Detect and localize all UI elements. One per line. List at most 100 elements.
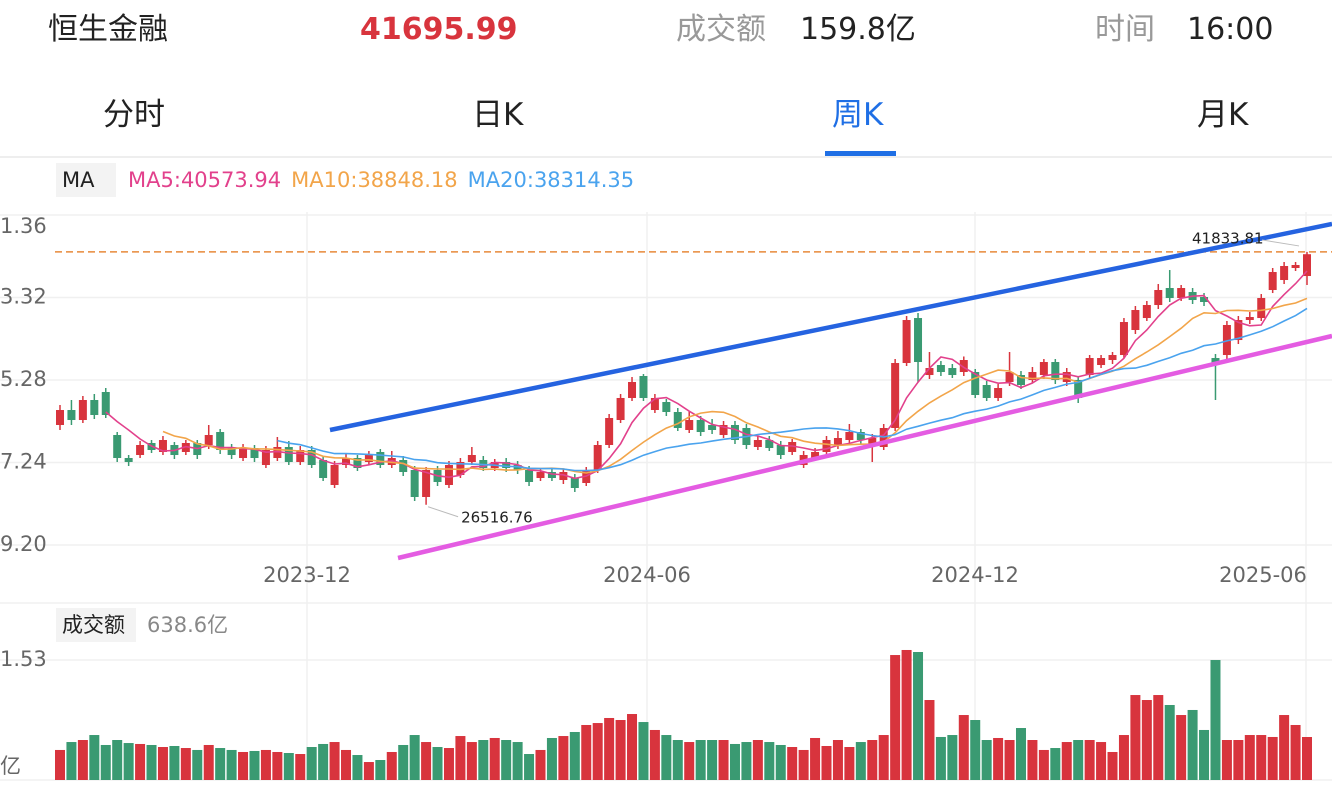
- candle-body: [959, 360, 968, 373]
- volume-bar: [1084, 740, 1095, 780]
- volume-bar: [1096, 742, 1107, 780]
- volume-bar: [901, 649, 912, 780]
- volume-bar: [993, 737, 1004, 780]
- candle-body: [822, 439, 831, 452]
- lower-trend-line: [397, 333, 1332, 561]
- volume-bar: [718, 740, 729, 780]
- volume-bar: [135, 743, 146, 780]
- volume-bar: [1118, 735, 1129, 780]
- candle-body: [296, 450, 305, 463]
- volume-bar: [260, 749, 271, 780]
- volume-bar: [455, 736, 466, 780]
- volume-bar: [1290, 724, 1301, 780]
- y-tick-label: 1.36: [0, 214, 47, 238]
- candle-body: [708, 424, 717, 430]
- volume-bar: [764, 742, 775, 780]
- volume-bar: [707, 740, 718, 780]
- candle-body: [593, 445, 602, 471]
- volume-bar: [935, 736, 946, 780]
- candle-body: [113, 434, 122, 459]
- volume-bar: [238, 751, 249, 780]
- candle-body: [776, 445, 785, 456]
- x-tick-label: 2023-12: [263, 563, 351, 587]
- candle-body: [1062, 372, 1071, 382]
- volume-bar: [844, 747, 855, 780]
- candle-body: [1165, 288, 1174, 299]
- x-tick-label: 2025-06: [1219, 563, 1307, 587]
- candle-body: [811, 451, 820, 459]
- volume-bar: [1199, 729, 1210, 780]
- y-tick-label: 5.28: [0, 367, 47, 391]
- volume-bar: [1027, 740, 1038, 780]
- candle-body: [1245, 317, 1254, 321]
- candle-body: [422, 470, 431, 497]
- turnover-value: 159.8亿: [800, 12, 916, 47]
- annotation-leader: [427, 506, 459, 518]
- volume-bar: [1221, 740, 1232, 780]
- candle-body: [662, 402, 671, 413]
- turnover-label: 成交额: [676, 12, 766, 47]
- volume-bar: [272, 751, 283, 780]
- indicator-box: [56, 163, 116, 197]
- volume-bar: [810, 737, 821, 780]
- volume-bar: [363, 762, 374, 780]
- candle-body: [525, 470, 534, 482]
- ma-line: [105, 270, 1308, 480]
- volume-bar: [1153, 695, 1164, 780]
- candle-body: [914, 318, 923, 363]
- candle-body: [273, 446, 282, 459]
- volume-tick-label: 亿: [0, 754, 21, 778]
- candle-body: [124, 458, 133, 463]
- candle-body: [696, 420, 705, 433]
- tab[interactable]: 日K: [472, 97, 524, 133]
- volume-bar: [695, 740, 706, 780]
- indicator-label: MA: [62, 168, 95, 192]
- ma-separator: :: [350, 168, 357, 192]
- volume-bar: [375, 760, 386, 780]
- volume-bar: [890, 655, 901, 780]
- volume-bar: [546, 737, 557, 780]
- candle-body: [1142, 305, 1151, 319]
- ma-legend: MA5:40573.94: [128, 168, 281, 192]
- tab[interactable]: 分时: [103, 97, 165, 133]
- candle-body: [925, 368, 934, 376]
- volume-bar: [1004, 740, 1015, 780]
- candle-body: [559, 472, 568, 480]
- volume-bar: [787, 747, 798, 780]
- tab[interactable]: 周K: [832, 97, 884, 133]
- candle-body: [1177, 288, 1186, 299]
- index-name: 恒生金融: [48, 12, 168, 47]
- volume-bar: [524, 754, 535, 780]
- ma-value: 40573.94: [181, 168, 281, 192]
- volume-bar: [558, 736, 569, 780]
- volume-bar: [180, 748, 191, 780]
- volume-bar: [501, 740, 512, 780]
- candle-body: [399, 460, 408, 473]
- volume-bar: [867, 740, 878, 780]
- candle-body: [536, 472, 545, 478]
- ma-name: MA20: [468, 168, 527, 192]
- candle-body: [685, 420, 694, 430]
- ma-separator: :: [527, 168, 534, 192]
- volume-bar: [443, 748, 454, 780]
- candle-body: [410, 470, 419, 497]
- volume-bar: [1050, 748, 1061, 780]
- candle-body: [1074, 379, 1083, 398]
- candle-body: [342, 458, 351, 466]
- candle-body: [616, 397, 625, 421]
- marks: [55, 251, 1312, 780]
- volume-title: 成交额: [62, 613, 125, 637]
- low-annotation: 26516.76: [461, 508, 533, 526]
- candle-body: [1257, 298, 1266, 319]
- volume-bar: [1038, 749, 1049, 780]
- candle-body: [376, 451, 385, 466]
- volume-bar: [924, 700, 935, 780]
- candle-body: [101, 391, 110, 415]
- volume-tick-label: 1.53: [0, 647, 47, 671]
- tab[interactable]: 月K: [1197, 97, 1249, 133]
- candle-body: [1097, 358, 1106, 366]
- volume-bar: [684, 742, 695, 780]
- volume-bar: [1244, 735, 1255, 780]
- volume-bar: [100, 744, 111, 780]
